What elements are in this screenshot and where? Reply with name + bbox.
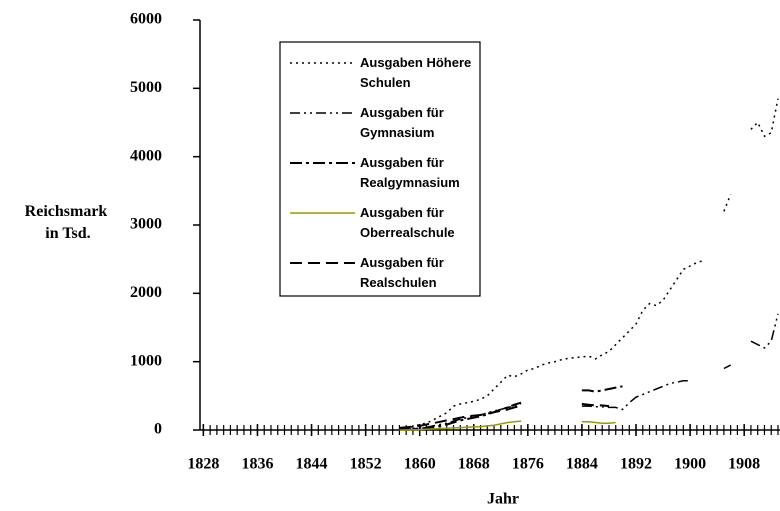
series-line xyxy=(399,98,779,430)
legend-label: Ausgaben für Realgymnasium xyxy=(360,155,460,190)
legend-label: Ausgaben Höhere Schulen xyxy=(360,55,475,90)
x-axis-label: Jahr xyxy=(487,491,519,508)
x-tick-label: 1868 xyxy=(458,456,490,473)
series-line xyxy=(399,403,610,429)
x-tick-label: 1908 xyxy=(728,456,760,473)
legend-label: Ausgaben für Realschulen xyxy=(360,255,447,290)
x-tick-label: 1892 xyxy=(620,456,652,473)
legend-label: Ausgaben für Oberrealschule xyxy=(360,205,455,240)
series-line xyxy=(399,420,616,431)
x-tick-label: 1836 xyxy=(241,456,273,473)
series-line xyxy=(399,313,779,431)
legend-label: Ausgaben für Gymnasium xyxy=(360,105,447,140)
x-tick-label: 1900 xyxy=(674,456,706,473)
y-axis-label: Reichsmark in Tsd. xyxy=(25,203,112,242)
x-tick-label: 1860 xyxy=(404,456,436,473)
y-tick-label: 1000 xyxy=(130,352,162,369)
y-tick-label: 5000 xyxy=(130,79,162,96)
y-tick-label: 0 xyxy=(154,421,162,438)
x-tick-label: 1884 xyxy=(566,456,598,473)
y-tick-label: 4000 xyxy=(130,147,162,164)
series-line xyxy=(399,385,623,431)
x-tick-label: 1852 xyxy=(350,456,382,473)
legend-box xyxy=(279,41,481,297)
x-tick-label: 1828 xyxy=(187,456,219,473)
x-tick-label: 1876 xyxy=(512,456,544,473)
y-tick-label: 3000 xyxy=(130,216,162,233)
y-tick-label: 2000 xyxy=(130,284,162,301)
x-tick-label: 1844 xyxy=(296,456,328,473)
y-tick-label: 6000 xyxy=(130,11,162,28)
